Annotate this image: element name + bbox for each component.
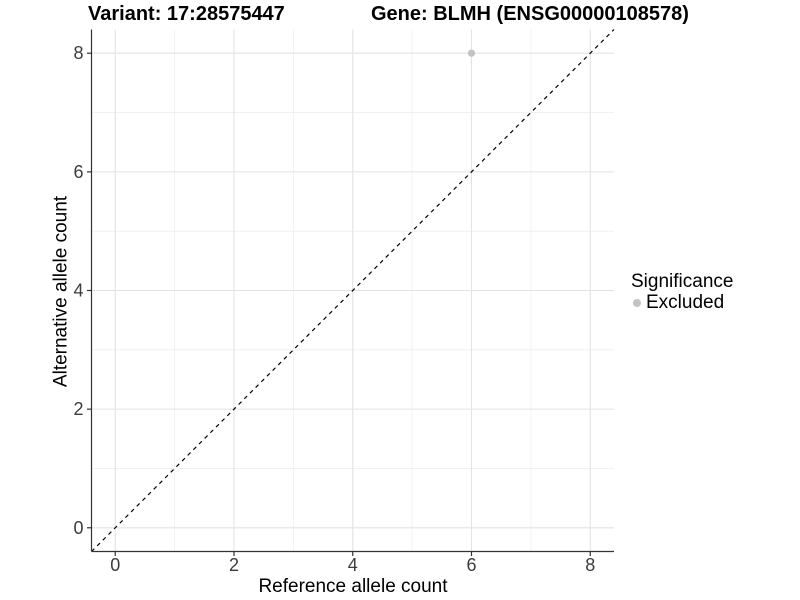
legend-items: Excluded (631, 293, 733, 312)
y-tick-label: 6 (73, 162, 83, 182)
y-tick-label: 2 (73, 399, 83, 419)
x-axis-title: Reference allele count (258, 576, 448, 597)
data-point (467, 49, 476, 57)
x-tick-label: 2 (229, 555, 239, 575)
x-tick-label: 4 (348, 555, 358, 575)
x-tick-label: 6 (466, 555, 476, 575)
legend-key-dot (633, 298, 641, 307)
y-tick-label: 4 (73, 281, 83, 301)
y-tick-label: 8 (73, 43, 83, 63)
legend-item-label: Excluded (646, 292, 725, 313)
y-tick-label: 0 (73, 518, 83, 538)
x-tick-label: 8 (585, 555, 595, 575)
x-tick-label: 0 (110, 555, 120, 575)
legend: Significance Excluded (631, 272, 733, 312)
legend-title: Significance (631, 271, 734, 292)
plot-title-variant: Variant: 17:28575447 (88, 3, 285, 25)
y-axis-title: Alternative allele count (50, 195, 72, 388)
plot-title-gene: Gene: BLMH (ENSG00000108578) (371, 3, 689, 25)
legend-item-excluded: Excluded (631, 293, 733, 312)
identity-dashed-line (91, 29, 615, 552)
